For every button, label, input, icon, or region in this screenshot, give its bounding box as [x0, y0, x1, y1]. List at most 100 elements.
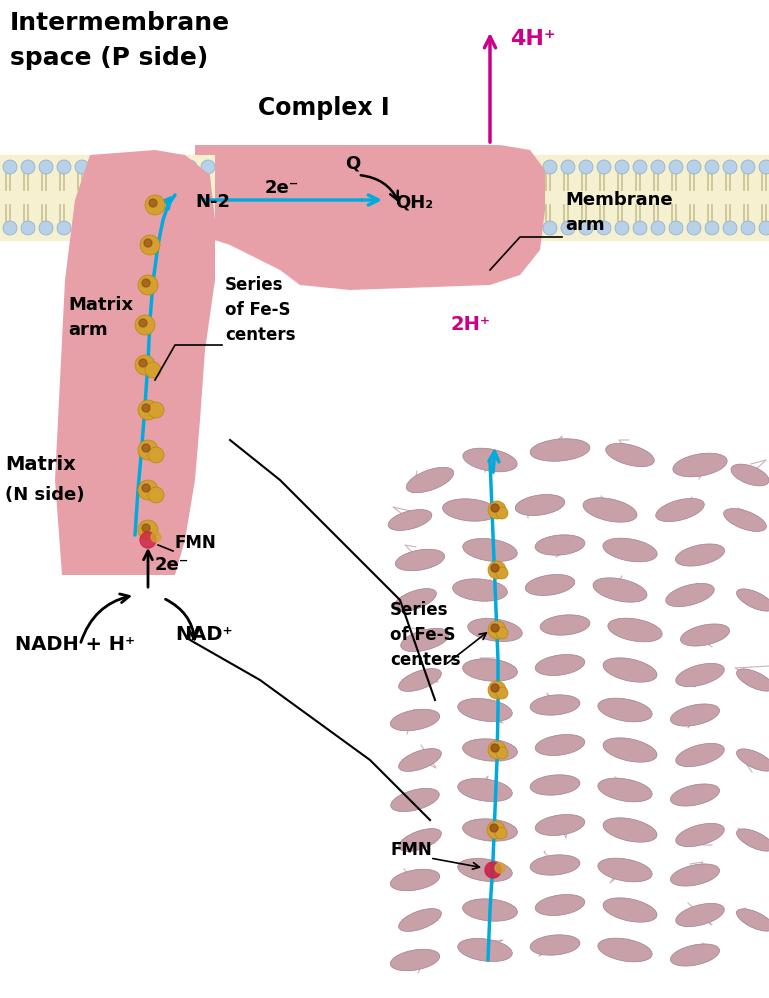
Ellipse shape [676, 903, 724, 926]
Circle shape [144, 239, 152, 247]
Circle shape [148, 402, 164, 418]
Circle shape [327, 160, 341, 174]
Circle shape [57, 221, 71, 235]
Circle shape [75, 221, 89, 235]
Text: NADH + H⁺: NADH + H⁺ [15, 635, 135, 654]
Circle shape [489, 160, 503, 174]
Ellipse shape [406, 467, 454, 493]
Circle shape [597, 160, 611, 174]
Circle shape [651, 221, 665, 235]
Circle shape [3, 160, 17, 174]
Ellipse shape [603, 898, 657, 922]
Circle shape [111, 160, 125, 174]
Circle shape [561, 221, 575, 235]
Circle shape [399, 160, 413, 174]
Circle shape [495, 827, 507, 839]
Circle shape [327, 221, 341, 235]
Circle shape [57, 160, 71, 174]
Bar [0, 155, 769, 240]
Circle shape [135, 315, 155, 335]
Circle shape [142, 279, 150, 287]
Ellipse shape [458, 699, 512, 722]
Ellipse shape [398, 908, 441, 931]
Circle shape [705, 221, 719, 235]
Ellipse shape [535, 655, 584, 676]
Circle shape [219, 221, 233, 235]
Circle shape [309, 160, 323, 174]
Circle shape [138, 480, 158, 500]
PathPatch shape [55, 150, 215, 575]
Circle shape [309, 221, 323, 235]
Ellipse shape [463, 448, 517, 472]
Circle shape [140, 532, 156, 548]
Ellipse shape [391, 710, 440, 731]
Text: Series
of Fe-S
centers: Series of Fe-S centers [390, 601, 461, 669]
Circle shape [669, 160, 683, 174]
Ellipse shape [681, 624, 730, 646]
Circle shape [651, 160, 665, 174]
Ellipse shape [603, 817, 657, 842]
Ellipse shape [598, 938, 652, 962]
Circle shape [485, 862, 501, 878]
Ellipse shape [737, 748, 769, 771]
Ellipse shape [458, 778, 512, 801]
Circle shape [148, 487, 164, 503]
Text: Q: Q [345, 154, 360, 172]
Ellipse shape [391, 949, 440, 971]
Circle shape [135, 355, 155, 375]
Text: FMN: FMN [390, 841, 431, 859]
Circle shape [363, 221, 377, 235]
Circle shape [129, 221, 143, 235]
Circle shape [741, 221, 755, 235]
Ellipse shape [391, 869, 440, 891]
Ellipse shape [530, 855, 580, 875]
Circle shape [417, 221, 431, 235]
Text: FMN: FMN [175, 534, 217, 552]
Circle shape [417, 160, 431, 174]
Circle shape [525, 160, 539, 174]
Circle shape [129, 160, 143, 174]
Ellipse shape [676, 823, 724, 846]
Circle shape [633, 160, 647, 174]
Ellipse shape [598, 858, 652, 882]
Circle shape [273, 221, 287, 235]
Circle shape [491, 744, 499, 752]
Circle shape [579, 221, 593, 235]
Circle shape [140, 235, 160, 255]
Circle shape [345, 160, 359, 174]
Ellipse shape [530, 774, 580, 795]
Circle shape [363, 160, 377, 174]
Circle shape [435, 160, 449, 174]
Circle shape [488, 621, 506, 639]
Circle shape [145, 362, 161, 378]
Ellipse shape [676, 744, 724, 766]
Ellipse shape [673, 453, 727, 477]
Circle shape [489, 221, 503, 235]
Ellipse shape [737, 669, 769, 692]
Text: 2e⁻: 2e⁻ [155, 556, 189, 574]
Ellipse shape [398, 828, 441, 851]
Ellipse shape [463, 818, 518, 841]
Ellipse shape [463, 659, 518, 682]
Circle shape [759, 221, 769, 235]
Circle shape [142, 484, 150, 492]
Text: 2e⁻: 2e⁻ [265, 179, 299, 197]
Circle shape [21, 221, 35, 235]
Circle shape [273, 160, 287, 174]
Ellipse shape [394, 589, 436, 612]
Circle shape [183, 221, 197, 235]
Circle shape [496, 567, 508, 579]
Circle shape [471, 160, 485, 174]
Ellipse shape [401, 629, 449, 652]
Circle shape [490, 824, 498, 832]
PathPatch shape [195, 145, 545, 290]
Circle shape [491, 624, 499, 632]
Ellipse shape [608, 618, 662, 642]
Circle shape [453, 160, 467, 174]
Ellipse shape [675, 544, 724, 566]
Ellipse shape [737, 589, 769, 611]
Ellipse shape [656, 498, 704, 522]
Text: 4H⁺: 4H⁺ [510, 29, 556, 49]
Ellipse shape [530, 695, 580, 716]
Circle shape [151, 532, 161, 542]
